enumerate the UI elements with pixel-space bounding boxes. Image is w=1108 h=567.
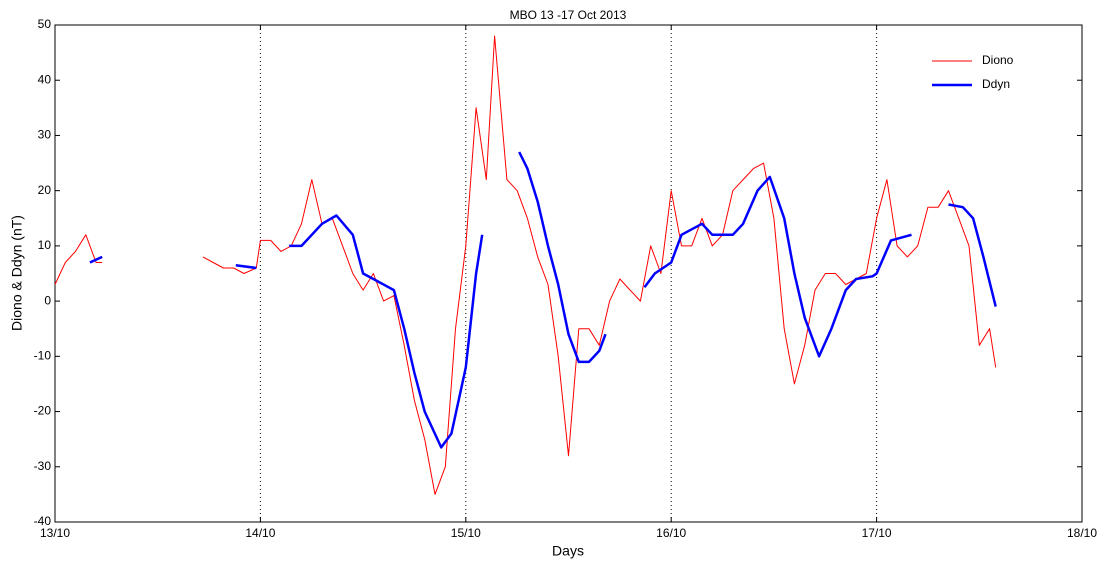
y-tick-label: -40 <box>34 514 52 528</box>
y-tick-label: 20 <box>38 183 52 197</box>
plot-frame <box>54 24 1083 523</box>
x-tick-label: 18/10 <box>1067 526 1097 540</box>
x-tick-label: 17/10 <box>862 526 892 540</box>
x-tick-label: 13/10 <box>40 526 70 540</box>
y-axis-label: Diono & Ddyn (nT) <box>9 215 25 331</box>
y-tick-label: -30 <box>34 459 52 473</box>
y-tick-label: 50 <box>38 17 52 31</box>
legend-label: Ddyn <box>982 77 1010 91</box>
y-tick-label: 0 <box>44 293 51 307</box>
legend-label: Diono <box>982 53 1014 67</box>
x-tick-label: 14/10 <box>245 526 275 540</box>
x-axis-label: Days <box>552 543 584 559</box>
data-line <box>89 151 997 449</box>
y-tick-label: 10 <box>38 238 52 252</box>
y-tick-label: -20 <box>34 404 52 418</box>
x-tick-label: 16/10 <box>656 526 686 540</box>
x-tick-label: 15/10 <box>451 526 481 540</box>
y-tick-label: 30 <box>38 128 52 142</box>
y-tick-label: 40 <box>38 72 52 86</box>
legend <box>920 45 1040 97</box>
y-tick-label: -10 <box>34 349 52 363</box>
chart-title: MBO 13 -17 Oct 2013 <box>510 8 627 22</box>
